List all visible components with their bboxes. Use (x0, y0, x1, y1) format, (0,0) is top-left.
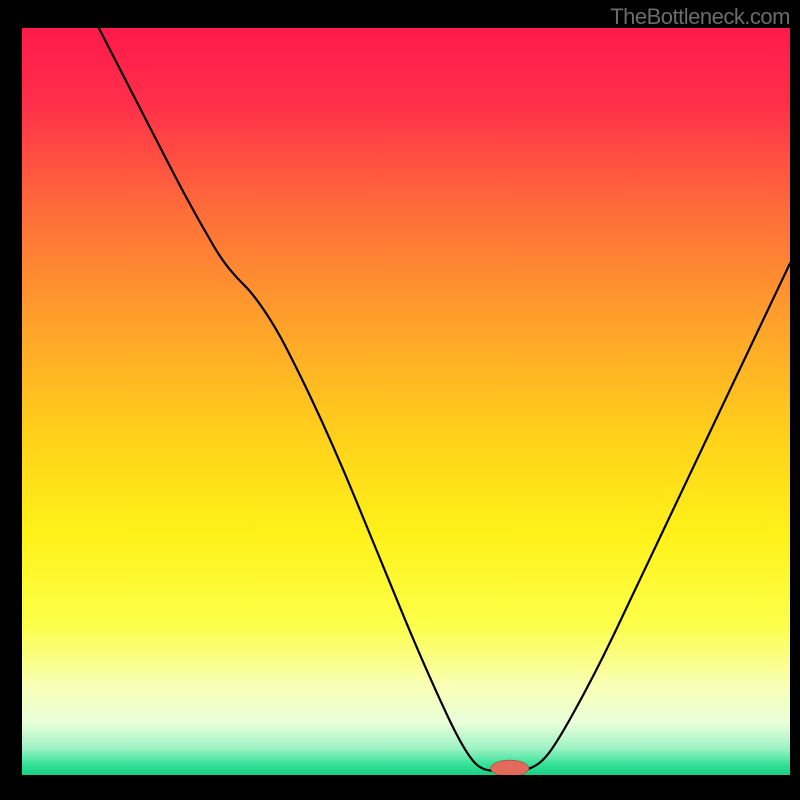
bottleneck-curve-chart (22, 28, 790, 775)
chart-frame: TheBottleneck.com (0, 0, 800, 800)
optimal-point-marker (490, 760, 528, 775)
plot-area (22, 28, 790, 775)
watermark-text: TheBottleneck.com (610, 4, 790, 30)
gradient-background (22, 28, 790, 775)
